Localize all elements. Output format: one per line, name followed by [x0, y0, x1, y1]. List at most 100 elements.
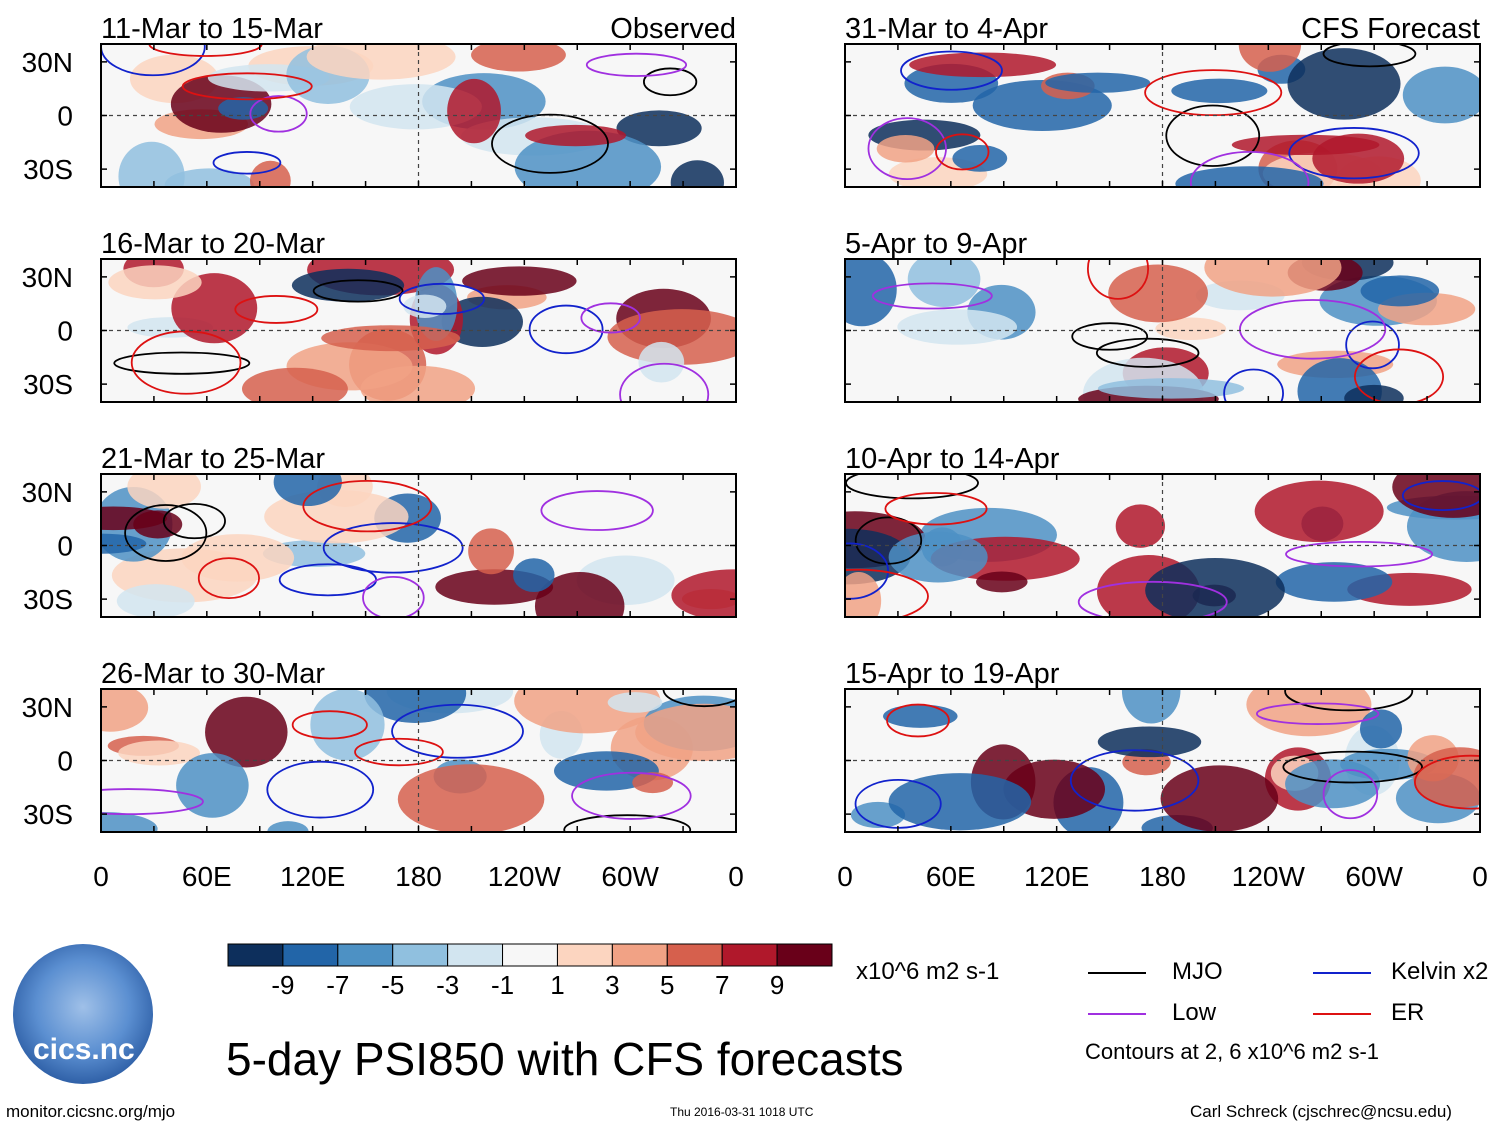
contour-line — [312, 279, 404, 303]
anomaly-blob — [632, 772, 674, 794]
contour-line — [1401, 480, 1480, 511]
x-tick-label: 60W — [1345, 861, 1403, 892]
panel-1: 30N 0 30S 11-Mar to 15-Mar Observed — [22, 13, 737, 188]
anomaly-blob — [205, 696, 288, 768]
colorbar-tick-label: 1 — [550, 970, 565, 1000]
contour-line — [867, 117, 947, 180]
anomaly-blob — [108, 265, 202, 300]
anomaly-blob — [176, 753, 249, 818]
panel-title: 26-Mar to 30-Mar — [101, 658, 325, 690]
contour-line — [1285, 540, 1434, 568]
contour-line — [1284, 689, 1414, 712]
anomaly-blob — [1246, 689, 1372, 737]
anomaly-blob — [876, 135, 935, 163]
x-tick-label: 180 — [395, 861, 442, 892]
anomaly-blob — [273, 474, 342, 507]
anomaly-blob — [888, 773, 1032, 831]
anomaly-blob — [888, 531, 988, 583]
contour-line — [1255, 702, 1380, 725]
colorbar-tick-label: -3 — [436, 970, 460, 1000]
chart-title: 5-day PSI850 with CFS forecasts — [226, 1033, 904, 1085]
anomaly-blob — [118, 740, 201, 766]
contour-line — [1322, 769, 1379, 820]
panel-title: 5-Apr to 9-Apr — [845, 228, 1027, 260]
anomaly-blob — [127, 474, 201, 509]
x-tick-label: 120W — [488, 861, 562, 892]
panel-tag: Observed — [610, 13, 736, 45]
contour-line — [130, 330, 242, 395]
colorbar-tick-label: 7 — [714, 970, 730, 1000]
contour-line — [398, 282, 486, 315]
contour-line — [1354, 348, 1445, 402]
y-tick-label: 0 — [57, 746, 73, 777]
colorbar-swatch — [392, 943, 449, 967]
colorbar-swatch — [721, 943, 778, 967]
anomaly-blob — [267, 821, 309, 832]
colorbar-tick-label: 9 — [769, 970, 785, 1000]
panel-5: 31-Mar to 4-Apr CFS Forecast — [844, 13, 1481, 188]
x-tick-label: 0 — [93, 861, 109, 892]
contour-line — [1223, 368, 1284, 402]
colorbar-swatch — [502, 943, 558, 967]
anomaly-blob — [471, 44, 566, 72]
contour-line — [181, 72, 313, 101]
contour-line — [935, 133, 990, 171]
contour-line — [354, 737, 444, 767]
colorbar-swatch — [447, 943, 504, 967]
anomaly-blob — [607, 692, 663, 713]
x-tick-label: 120W — [1232, 861, 1306, 892]
contour-line — [571, 771, 692, 820]
y-tick-label: 0 — [57, 531, 73, 562]
y-tick-label: 30S — [23, 154, 73, 185]
contour-line — [1189, 150, 1310, 187]
panel-2: 30N 0 30S 16-Mar to 20-Mar — [22, 228, 737, 403]
anomaly-blob — [101, 689, 149, 732]
y-tick-label: 30S — [23, 584, 73, 615]
contour-line — [124, 504, 208, 562]
panel-4: 30N 0 30S 26-Mar to 30-Mar — [22, 658, 737, 833]
legend-line-low — [1088, 1013, 1146, 1015]
contour-line — [113, 351, 251, 375]
colorbar-tick-label: -1 — [490, 970, 515, 1000]
contour-line — [1087, 259, 1150, 300]
anomaly-blob — [670, 160, 724, 187]
y-tick-label: 30N — [22, 692, 73, 723]
contour-line — [871, 282, 993, 310]
colorbar-tick-label: 5 — [660, 970, 675, 1000]
units-label: x10^6 m2 s-1 — [856, 958, 1000, 985]
x-tick-label: 120E — [280, 861, 345, 892]
anomaly-blob — [310, 689, 385, 761]
anomaly-blob — [635, 703, 736, 762]
colorbar-tick-label: -9 — [271, 970, 295, 1000]
contour-line — [643, 67, 698, 97]
legend-line-mjo — [1088, 972, 1146, 974]
contour-line — [900, 50, 1003, 91]
anomaly-blob — [306, 44, 456, 80]
colorbar-swatch — [611, 943, 668, 967]
anomaly-blob — [1359, 709, 1403, 749]
anomaly-blob — [1115, 504, 1166, 548]
contour-line — [1288, 127, 1420, 180]
contour-line — [1165, 104, 1261, 167]
anomaly-blob — [952, 145, 1008, 172]
anomaly-blob — [525, 124, 627, 147]
anomaly-blob — [845, 259, 897, 327]
anomaly-blob — [1287, 48, 1401, 120]
panel-3: 30N 0 30S 21-Mar to 25-Mar — [22, 443, 737, 618]
colorbar-swatch — [227, 943, 284, 967]
anomaly-blob — [1097, 378, 1245, 399]
colorbar-swatch — [776, 943, 833, 967]
x-tick-label: 0 — [837, 861, 853, 892]
anomaly-blob — [616, 110, 702, 147]
anomaly-blob — [101, 533, 147, 554]
panel-7: 10-Apr to 14-Apr — [844, 443, 1481, 618]
contour-line — [1069, 749, 1200, 812]
contour-line — [302, 480, 433, 533]
x-tick-label: 0 — [728, 861, 744, 892]
anomaly-blob — [1238, 44, 1302, 72]
contour-line — [884, 492, 988, 526]
panel-tag: CFS Forecast — [1301, 13, 1480, 45]
anomaly-blob — [909, 52, 1057, 78]
legend-line-kelvin — [1313, 972, 1371, 974]
anomaly-blob — [1155, 317, 1227, 341]
